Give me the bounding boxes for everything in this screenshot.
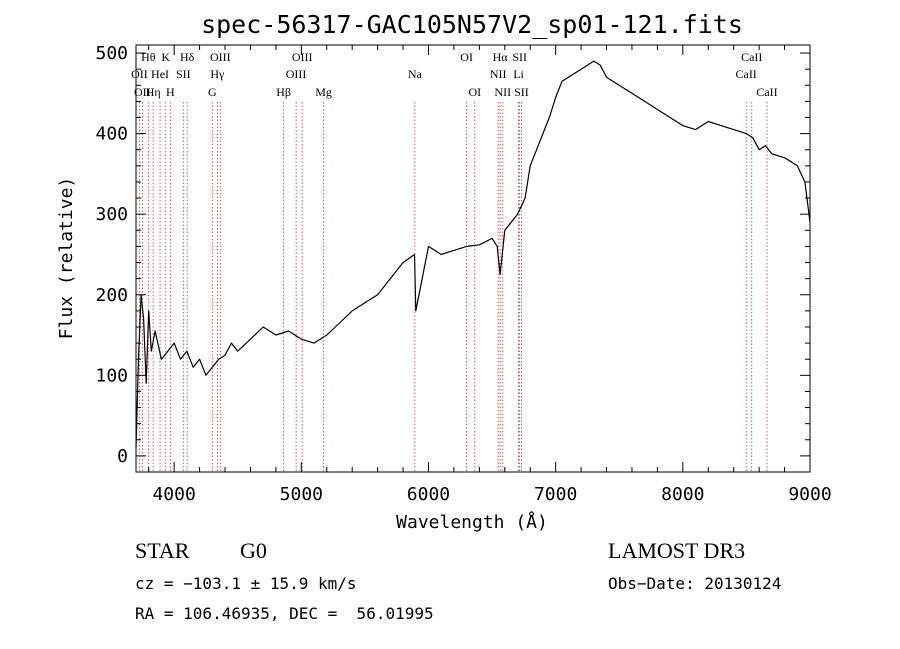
line-label: OI: [468, 85, 481, 99]
x-tick-label: 7000: [534, 484, 577, 505]
line-label: CaII: [741, 50, 762, 64]
line-label: Hα: [493, 50, 509, 64]
y-axis-label: Flux (relative): [56, 177, 77, 340]
line-label: SII: [512, 50, 527, 64]
line-label: SII: [514, 85, 529, 99]
object-subclass: G0: [240, 538, 267, 563]
line-label: Mg: [315, 85, 332, 99]
line-label: CaII: [735, 67, 756, 81]
plot-frame: [135, 44, 811, 473]
line-label: OIII: [210, 50, 231, 64]
spectrum-series: [135, 60, 811, 448]
y-tick-label: 300: [95, 204, 128, 225]
ra-dec: RA = 106.46935, DEC = 56.01995: [135, 604, 434, 623]
line-label: HeI: [151, 67, 169, 81]
y-tick-label: 200: [95, 285, 128, 306]
line-label: NII: [494, 85, 511, 99]
x-tick-label: 9000: [788, 484, 831, 505]
line-label: H: [166, 85, 175, 99]
survey-name: LAMOST DR3: [608, 538, 746, 563]
x-axis-label: Wavelength (Å): [396, 511, 548, 533]
line-label: G: [208, 85, 217, 99]
spectral-line-markers: OIIOIIHθHηHeIKHSIIHδGHγOIIIHβOIIIOIIIMgN…: [131, 50, 778, 472]
y-tick-label: 0: [117, 446, 128, 467]
x-tick-label: 4000: [152, 484, 195, 505]
y-tick-label: 400: [95, 124, 128, 145]
line-label: OI: [460, 50, 473, 64]
redshift-cz: cz = −103.1 ± 15.9 km/s: [135, 574, 357, 593]
line-label: CaII: [756, 85, 777, 99]
y-tick-label: 100: [95, 365, 128, 386]
obs-date: Obs−Date: 20130124: [608, 574, 782, 593]
chart-title: spec-56317-GAC105N57V2_sp01-121.fits: [201, 10, 743, 39]
line-label: Li: [513, 67, 524, 81]
line-label: OIII: [292, 50, 313, 64]
x-tick-label: 5000: [280, 484, 323, 505]
line-label: Na: [408, 67, 423, 81]
line-label: NII: [490, 67, 507, 81]
line-label: K: [161, 50, 170, 64]
spectrum-line: [135, 60, 811, 448]
line-label: OIII: [286, 67, 307, 81]
x-tick-label: 6000: [407, 484, 450, 505]
x-axis-ticks: 4000 5000 6000 7000 8000 9000: [148, 45, 832, 505]
y-tick-label: 500: [95, 43, 128, 64]
line-label: Hη: [146, 85, 161, 99]
line-label: Hγ: [210, 67, 225, 81]
line-label: Hδ: [180, 50, 195, 64]
x-tick-label: 8000: [661, 484, 704, 505]
line-label: Hθ: [141, 50, 156, 64]
line-label: OII: [134, 85, 151, 99]
line-label: Hβ: [276, 85, 291, 99]
line-label: OII: [131, 67, 148, 81]
y-axis-ticks: 0 100 200 300 400 500: [95, 43, 810, 467]
line-label: SII: [176, 67, 191, 81]
object-class: STAR: [135, 538, 190, 563]
